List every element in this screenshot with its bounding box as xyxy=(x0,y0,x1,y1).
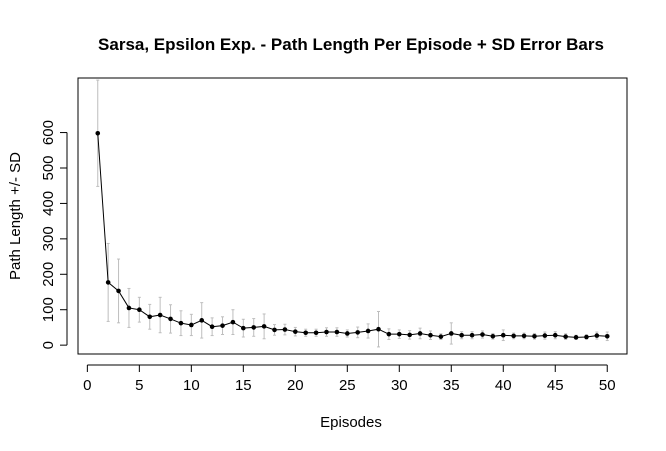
data-point xyxy=(376,326,381,332)
x-tick-label: 45 xyxy=(547,377,564,394)
data-point xyxy=(261,324,267,329)
x-tick-label: 15 xyxy=(235,377,252,394)
data-point xyxy=(396,331,402,337)
data-point xyxy=(407,332,412,338)
data-point xyxy=(511,333,516,339)
data-point xyxy=(303,330,309,336)
y-tick-label: 0 xyxy=(40,341,57,349)
data-point xyxy=(199,318,205,323)
data-point xyxy=(428,332,433,338)
y-tick-label: 300 xyxy=(40,226,57,251)
data-point xyxy=(584,334,589,340)
data-point xyxy=(241,325,246,331)
data-point xyxy=(386,331,392,337)
data-point xyxy=(147,314,153,320)
data-point xyxy=(230,319,236,325)
y-tick-label: 100 xyxy=(40,297,57,322)
x-tick-label: 35 xyxy=(443,377,460,394)
data-point xyxy=(469,332,475,338)
data-point xyxy=(448,331,454,336)
y-axis: 0 100 200 300 400 500 600 xyxy=(40,120,68,349)
data-point xyxy=(480,332,485,337)
data-point xyxy=(189,322,194,328)
x-axis-label: Episodes xyxy=(320,414,382,431)
data-point xyxy=(365,328,371,334)
data-point xyxy=(532,333,537,339)
y-axis-label: Path Length +/- SD xyxy=(7,152,24,280)
x-tick-label: 20 xyxy=(287,377,304,394)
data-point xyxy=(324,329,329,335)
x-tick-label: 30 xyxy=(391,377,408,394)
x-tick-label: 0 xyxy=(83,377,91,394)
data-point xyxy=(521,333,527,339)
data-point xyxy=(272,327,277,333)
error-bars xyxy=(96,79,609,348)
x-tick-label: 50 xyxy=(599,377,616,394)
data-point xyxy=(178,320,184,326)
data-point xyxy=(313,330,319,336)
y-tick-label: 600 xyxy=(40,120,57,145)
data-point xyxy=(126,305,132,311)
data-point xyxy=(251,325,257,330)
plot-frame xyxy=(77,77,628,355)
data-point xyxy=(438,334,444,339)
data-point xyxy=(209,324,215,330)
data-point xyxy=(573,335,579,340)
data-point xyxy=(490,333,496,339)
data-point xyxy=(459,332,464,338)
x-tick-label: 5 xyxy=(135,377,143,394)
data-point xyxy=(334,329,340,335)
data-point xyxy=(604,333,610,339)
data-point xyxy=(542,333,548,338)
data-points xyxy=(95,130,610,340)
y-tick-label: 500 xyxy=(40,155,57,180)
x-axis: 0 5 10 15 20 25 30 35 40 45 50 xyxy=(83,364,616,394)
series-line xyxy=(97,133,608,338)
data-point xyxy=(105,280,111,285)
data-point xyxy=(95,130,101,136)
data-point xyxy=(500,332,506,338)
data-point xyxy=(116,288,121,294)
chart-title: Sarsa, Epsilon Exp. - Path Length Per Ep… xyxy=(98,35,604,54)
y-tick-label: 200 xyxy=(40,262,57,287)
x-tick-label: 40 xyxy=(495,377,512,394)
data-point xyxy=(137,307,142,313)
data-point xyxy=(293,329,298,334)
x-tick-label: 25 xyxy=(339,377,356,394)
data-point xyxy=(220,323,225,328)
data-point xyxy=(417,331,423,336)
data-point xyxy=(282,327,288,332)
data-point xyxy=(168,316,173,322)
data-point xyxy=(157,312,163,318)
data-point xyxy=(355,330,360,335)
data-point xyxy=(563,334,568,339)
y-tick-label: 400 xyxy=(40,191,57,216)
data-point xyxy=(345,331,350,336)
x-tick-label: 10 xyxy=(183,377,200,394)
data-point xyxy=(552,332,558,338)
series-polyline xyxy=(97,133,608,338)
data-point xyxy=(594,333,600,338)
